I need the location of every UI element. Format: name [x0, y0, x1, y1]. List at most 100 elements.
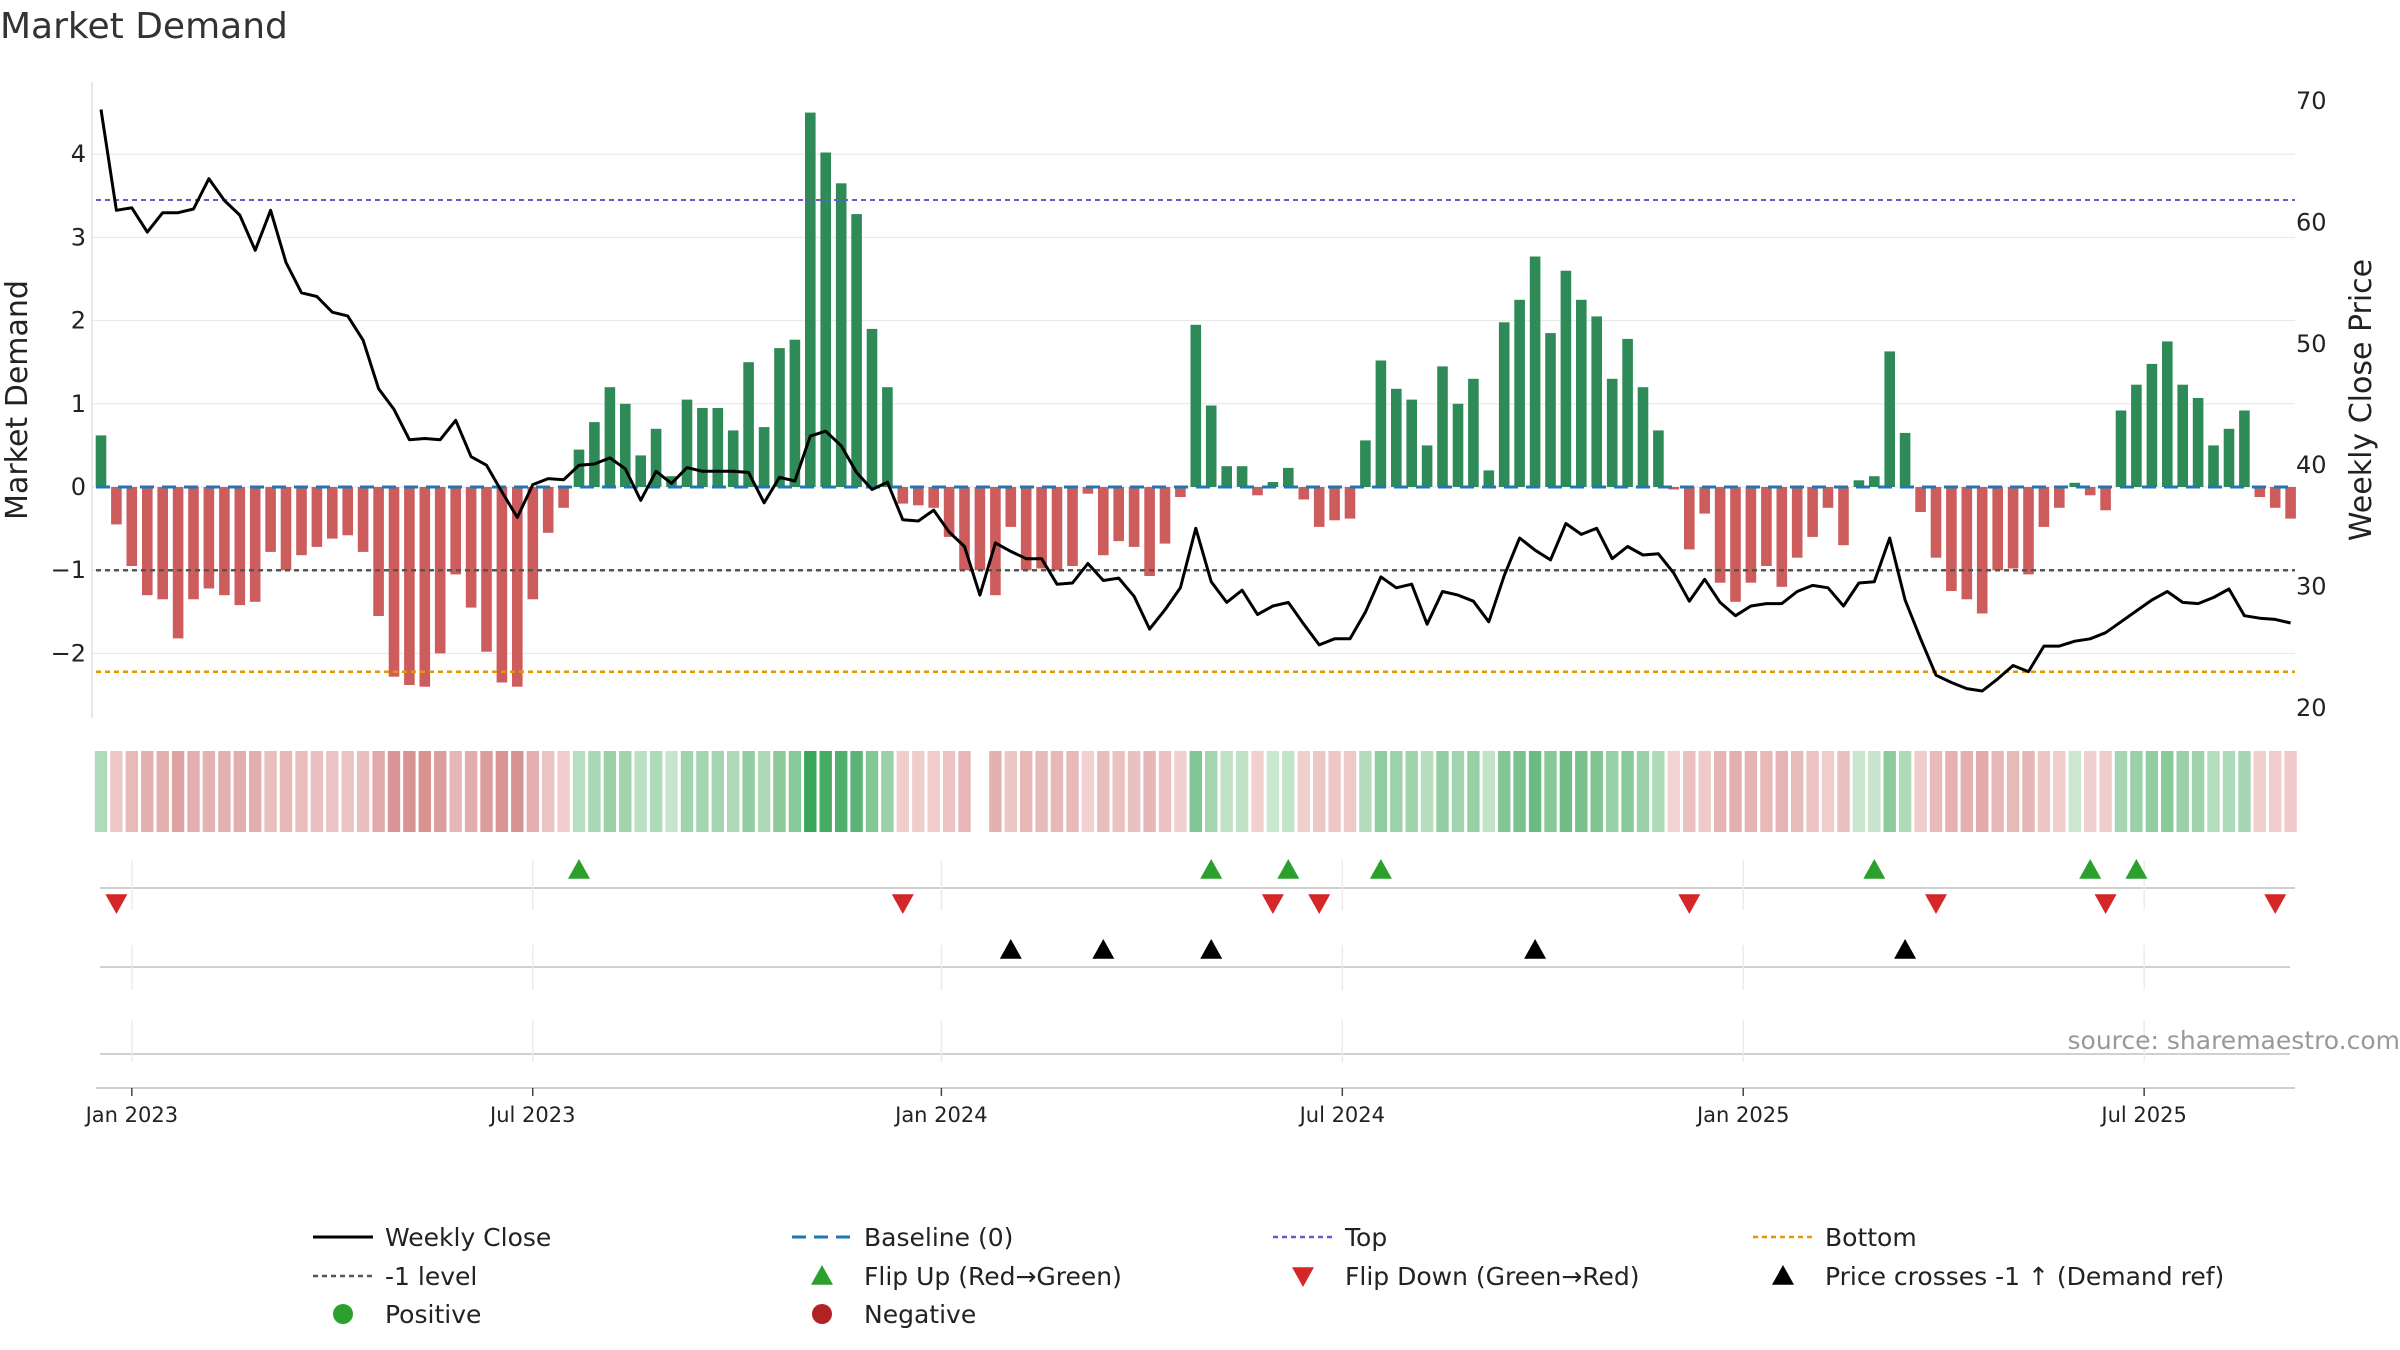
heat-cell: [835, 751, 848, 832]
date-tick-label: Jul 2024: [1298, 1103, 1385, 1127]
demand-bar: [635, 455, 646, 487]
legend-item-weekly_close: Weekly Close: [313, 1223, 551, 1252]
event-rows: [100, 859, 2295, 1062]
demand-bar: [1576, 299, 1587, 487]
legend-item-top: Top: [1273, 1223, 1387, 1252]
demand-bar: [1606, 378, 1618, 487]
demand-bar: [219, 487, 230, 596]
flip-down-marker: [891, 894, 914, 914]
date-tick-label: Jan 2023: [84, 1103, 179, 1127]
heat-cell: [1050, 751, 1064, 832]
left-tick-label: 3: [71, 223, 86, 251]
heat-cell: [171, 751, 185, 832]
heat-cell: [1667, 751, 1680, 832]
demand-bar: [1946, 487, 1957, 591]
right-axis-ticks: 70 60 50 40 30 20: [2296, 87, 2327, 722]
demand-bar: [111, 487, 122, 525]
heat-cell: [2191, 751, 2205, 832]
heat-cell: [1760, 751, 1773, 832]
demand-bar: [1884, 351, 1895, 487]
legend-label: -1 level: [385, 1262, 477, 1291]
demand-bar: [357, 487, 369, 552]
heat-cell: [1898, 751, 1912, 832]
heat-cell: [1020, 751, 1033, 832]
date-tick-label: Jan 2025: [1695, 1103, 1790, 1127]
right-tick-label: 20: [2296, 694, 2327, 722]
demand-bar: [2038, 487, 2050, 527]
heat-cell: [1791, 751, 1804, 832]
right-tick-label: 30: [2296, 573, 2327, 601]
heat-cell: [1575, 751, 1588, 832]
heat-cell: [218, 751, 231, 832]
heat-cell: [249, 751, 262, 832]
legend-label: Negative: [864, 1300, 976, 1329]
demand-bar: [1128, 487, 1140, 547]
heat-cell: [264, 751, 277, 832]
heat-cell: [156, 751, 169, 832]
demand-bar: [512, 487, 523, 687]
heat-cell: [495, 751, 509, 832]
left-tick-label: 4: [71, 140, 86, 168]
demand-bar: [1005, 487, 1017, 527]
heat-cell: [1282, 751, 1295, 832]
heat-cell: [2130, 751, 2143, 832]
demand-bar: [2192, 398, 2204, 487]
legend-label: Baseline (0): [864, 1223, 1013, 1252]
demand-bar: [2054, 487, 2065, 508]
demand-bar: [620, 403, 631, 487]
heat-cell: [1390, 751, 1403, 832]
heat-cell: [1590, 751, 1603, 832]
demand-bar: [1437, 366, 1448, 487]
demand-bar: [1961, 487, 1973, 600]
demand-bar: [1452, 403, 1464, 487]
price-cross-marker: [999, 939, 1022, 959]
legend-swatch: [812, 1304, 832, 1324]
reference-lines: [96, 198, 2295, 673]
heat-cell: [1698, 751, 1711, 832]
legend-label: Price crosses -1 ↑ (Demand ref): [1825, 1262, 2224, 1291]
demand-bar: [2100, 487, 2111, 511]
heat-cell: [865, 751, 879, 832]
heat-cell: [1852, 751, 1866, 832]
demand-bar: [1745, 487, 1757, 583]
legend-label: Positive: [385, 1300, 481, 1329]
demand-bar: [1899, 432, 1911, 487]
heat-cell: [1744, 751, 1758, 832]
heat-cell: [1143, 751, 1156, 832]
heat-cell: [2084, 751, 2097, 832]
heat-cell: [418, 751, 431, 832]
heat-cell: [881, 751, 894, 832]
demand-bar: [974, 487, 986, 571]
heat-cell: [2207, 751, 2220, 832]
demand-bar: [1699, 487, 1710, 514]
heat-cell: [1174, 751, 1187, 832]
heat-cell: [680, 751, 694, 832]
heat-cell: [588, 751, 601, 832]
heat-cell: [1976, 751, 1989, 832]
demand-bar: [743, 362, 754, 487]
demand-bar: [142, 487, 153, 596]
heat-cell: [341, 751, 354, 832]
legend-label: Weekly Close: [385, 1223, 551, 1252]
heat-cell: [1621, 751, 1634, 832]
demand-bar: [1421, 445, 1433, 487]
flip-down-marker: [1925, 894, 1947, 914]
heat-cell: [2161, 751, 2174, 832]
demand-bar: [2069, 482, 2081, 487]
heat-cell: [1544, 751, 1557, 832]
demand-bar: [542, 487, 554, 533]
heat-cell: [1528, 751, 1542, 832]
demand-bar: [604, 387, 616, 487]
heat-cell: [434, 751, 447, 832]
heat-cell: [1883, 751, 1896, 832]
heat-cell: [619, 751, 632, 832]
demand-bar: [1159, 487, 1171, 544]
price-cross-marker: [1092, 939, 1115, 959]
heat-cell: [2022, 751, 2035, 832]
flip-down-marker: [105, 894, 128, 914]
heat-cell: [1467, 751, 1480, 832]
heat-cell: [1945, 751, 1958, 832]
flip-up-marker: [2079, 859, 2102, 879]
heat-cell: [634, 751, 647, 832]
